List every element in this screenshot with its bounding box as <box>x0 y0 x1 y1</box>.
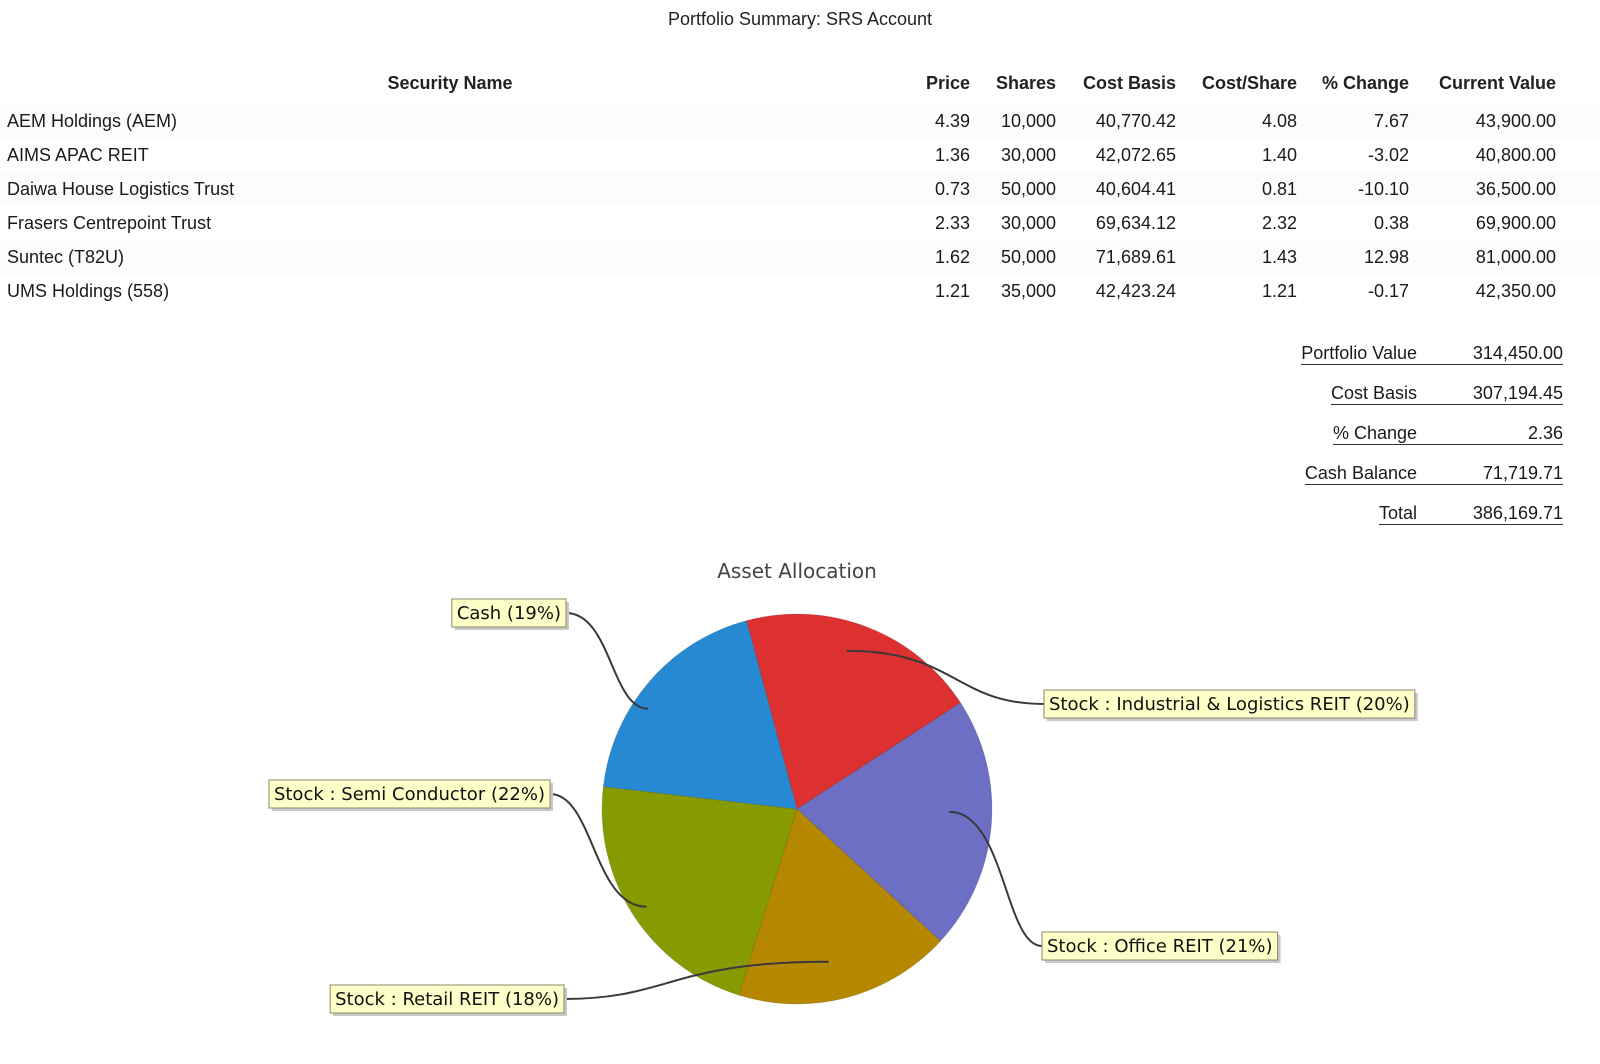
cost-per-share-cell: 2.32 <box>1261 212 1297 233</box>
percent-change-cell: 7.67 <box>1297 104 1409 138</box>
column-header-cost-basis[interactable]: Cost Basis <box>1082 72 1176 93</box>
price-cell: 0.73 <box>900 172 970 206</box>
percent-change-cell: -3.02 <box>1367 144 1409 165</box>
slice-label-text: Stock : Industrial & Logistics REIT (20%… <box>1049 694 1410 715</box>
current-value-cell: 69,900.00 <box>1475 212 1556 233</box>
pie-slice[interactable] <box>745 613 962 810</box>
price-cell: 1.21 <box>934 280 970 301</box>
slice-leader-line <box>949 810 1043 947</box>
price-cell: 4.39 <box>900 104 970 138</box>
summary-label: Total <box>1378 503 1417 525</box>
slice-leader-line <box>563 960 829 1000</box>
summary-label: Portfolio Value <box>1301 343 1417 365</box>
pie-labels: Stock : Industrial & Logistics REIT (20%… <box>268 598 1418 1016</box>
slice-label-text: Stock : Retail REIT (18%) <box>335 989 559 1010</box>
column-header-price[interactable]: Price <box>925 72 970 93</box>
cost-basis-cell: 69,634.12 <box>1095 212 1176 233</box>
slice-label-box <box>268 779 551 809</box>
table-row[interactable]: UMS Holdings (558) 1.21 35,000 42,423.24… <box>0 274 1600 308</box>
shares-cell: 10,000 <box>970 104 1056 138</box>
summary-label: % Change <box>1332 423 1417 445</box>
shares-cell: 50,000 <box>970 240 1056 274</box>
summary-row-total: Total 386,169.71 <box>1263 502 1563 542</box>
summary-value: 307,194.45 <box>1417 382 1563 405</box>
summary-row-portfolio-value: Portfolio Value 314,450.00 <box>1263 342 1563 382</box>
cost-basis-cell: 71,689.61 <box>1056 240 1176 274</box>
cost-basis-cell: 40,604.41 <box>1056 172 1176 206</box>
table-row[interactable]: Suntec (T82U) 1.62 50,000 71,689.61 1.43… <box>0 240 1600 274</box>
table-row[interactable]: AEM Holdings (AEM) 4.39 10,000 40,770.42… <box>0 104 1600 138</box>
security-name-cell: AIMS APAC REIT <box>7 144 149 165</box>
security-name-cell: Daiwa House Logistics Trust <box>0 172 900 206</box>
summary-row-cost-basis: Cost Basis 307,194.45 <box>1263 382 1563 422</box>
summary-value: 386,169.71 <box>1417 502 1563 525</box>
pie-slices <box>601 613 993 1005</box>
column-header-current-value[interactable]: Current Value <box>1438 72 1556 93</box>
current-value-cell: 36,500.00 <box>1409 172 1556 206</box>
slice-label-box <box>451 598 567 628</box>
summary-value: 314,450.00 <box>1417 342 1563 365</box>
cost-basis-cell: 42,423.24 <box>1095 280 1176 301</box>
summary-row-percent-change: % Change 2.36 <box>1263 422 1563 462</box>
table-row[interactable]: Frasers Centrepoint Trust 2.33 30,000 69… <box>0 206 1600 240</box>
cost-basis-cell: 42,072.65 <box>1095 144 1176 165</box>
pie-slice[interactable] <box>601 786 798 996</box>
slice-leader-line <box>565 612 649 710</box>
percent-change-cell: 0.38 <box>1373 212 1409 233</box>
summary-value: 71,719.71 <box>1417 462 1563 485</box>
price-cell: 1.36 <box>934 144 970 165</box>
pie-slice[interactable] <box>602 620 798 810</box>
column-header-cost-per-share[interactable]: Cost/Share <box>1201 72 1297 93</box>
shares-cell: 30,000 <box>1000 212 1056 233</box>
price-cell: 1.62 <box>900 240 970 274</box>
slice-label-text: Cash (19%) <box>457 603 561 624</box>
price-cell: 2.33 <box>934 212 970 233</box>
security-name-cell: Suntec (T82U) <box>0 240 900 274</box>
summary-value: 2.36 <box>1417 422 1563 445</box>
chart-title: Asset Allocation <box>717 559 877 583</box>
slice-leader-line <box>846 649 1045 705</box>
column-header-security-name[interactable]: Security Name <box>387 72 513 93</box>
asset-allocation-pie-svg: Asset Allocation Stock : Industrial & Lo… <box>268 559 1418 1016</box>
pie-slice[interactable] <box>796 702 993 942</box>
percent-change-cell: 12.98 <box>1297 240 1409 274</box>
security-name-cell: Frasers Centrepoint Trust <box>7 212 212 233</box>
cost-per-share-cell: 1.21 <box>1261 280 1297 301</box>
slice-label-box <box>329 984 565 1014</box>
current-value-cell: 81,000.00 <box>1409 240 1556 274</box>
cost-per-share-cell: 1.40 <box>1261 144 1297 165</box>
percent-change-cell: -0.17 <box>1367 280 1409 301</box>
table-row[interactable]: Daiwa House Logistics Trust 0.73 50,000 … <box>0 172 1600 206</box>
cost-per-share-cell: 0.81 <box>1176 172 1297 206</box>
current-value-cell: 42,350.00 <box>1475 280 1556 301</box>
column-header-percent-change[interactable]: % Change <box>1321 72 1409 93</box>
shares-cell: 35,000 <box>1000 280 1056 301</box>
cost-per-share-cell: 4.08 <box>1176 104 1297 138</box>
current-value-cell: 43,900.00 <box>1409 104 1556 138</box>
page-title: Portfolio Summary: SRS Account <box>667 9 933 29</box>
holdings-table: Security Name Price Shares Cost Basis Co… <box>0 62 1600 308</box>
security-name-cell: UMS Holdings (558) <box>7 280 170 301</box>
column-header-shares[interactable]: Shares <box>995 72 1056 93</box>
asset-allocation-chart: Asset Allocation Stock : Industrial & Lo… <box>0 550 1600 1059</box>
summary-label: Cash Balance <box>1304 463 1417 485</box>
slice-label-box <box>1043 689 1416 719</box>
portfolio-summary: Portfolio Value 314,450.00 Cost Basis 30… <box>1263 342 1563 542</box>
summary-row-cash-balance: Cash Balance 71,719.71 <box>1263 462 1563 502</box>
shares-cell: 30,000 <box>1000 144 1056 165</box>
cost-per-share-cell: 1.43 <box>1176 240 1297 274</box>
slice-label-box <box>1041 931 1279 961</box>
slice-label-text: Stock : Semi Conductor (22%) <box>274 784 545 805</box>
summary-label: Cost Basis <box>1330 383 1417 405</box>
slice-leader-line <box>549 793 647 908</box>
cost-basis-cell: 40,770.42 <box>1056 104 1176 138</box>
pie-slice[interactable] <box>738 808 942 1005</box>
current-value-cell: 40,800.00 <box>1475 144 1556 165</box>
table-header-row: Security Name Price Shares Cost Basis Co… <box>0 62 1600 104</box>
percent-change-cell: -10.10 <box>1297 172 1409 206</box>
security-name-cell: AEM Holdings (AEM) <box>0 104 900 138</box>
shares-cell: 50,000 <box>970 172 1056 206</box>
table-row[interactable]: AIMS APAC REIT 1.36 30,000 42,072.65 1.4… <box>0 138 1600 172</box>
slice-label-text: Stock : Office REIT (21%) <box>1047 936 1273 957</box>
